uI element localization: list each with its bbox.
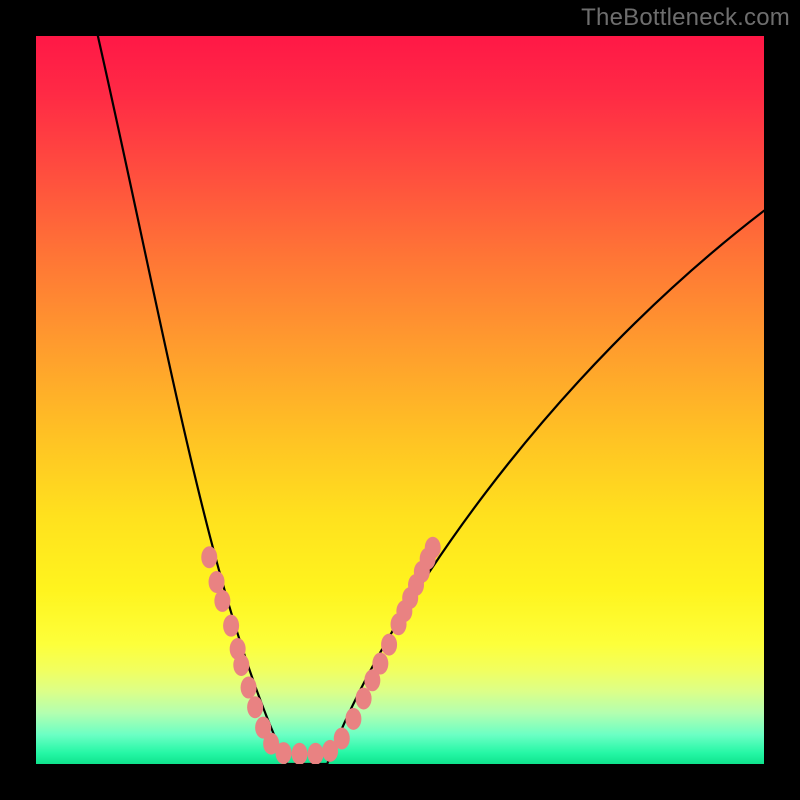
marker-dot: [247, 696, 263, 718]
plot-svg: [36, 36, 764, 764]
marker-dot: [356, 687, 372, 709]
marker-dot: [308, 743, 324, 764]
marker-dot: [425, 537, 441, 559]
marker-dot: [276, 742, 292, 764]
marker-dot: [381, 634, 397, 656]
marker-dot: [201, 546, 217, 568]
marker-dot: [334, 728, 350, 750]
marker-dot: [292, 743, 308, 764]
marker-dot: [209, 571, 225, 593]
marker-dot: [241, 677, 257, 699]
marker-dot: [345, 708, 361, 730]
gradient-background: [36, 36, 764, 764]
marker-dot: [372, 653, 388, 675]
plot-area: [36, 36, 764, 764]
marker-dot: [214, 590, 230, 612]
marker-dot: [223, 615, 239, 637]
marker-dot: [233, 654, 249, 676]
chart-root: TheBottleneck.com: [0, 0, 800, 800]
watermark-text: TheBottleneck.com: [581, 4, 790, 32]
